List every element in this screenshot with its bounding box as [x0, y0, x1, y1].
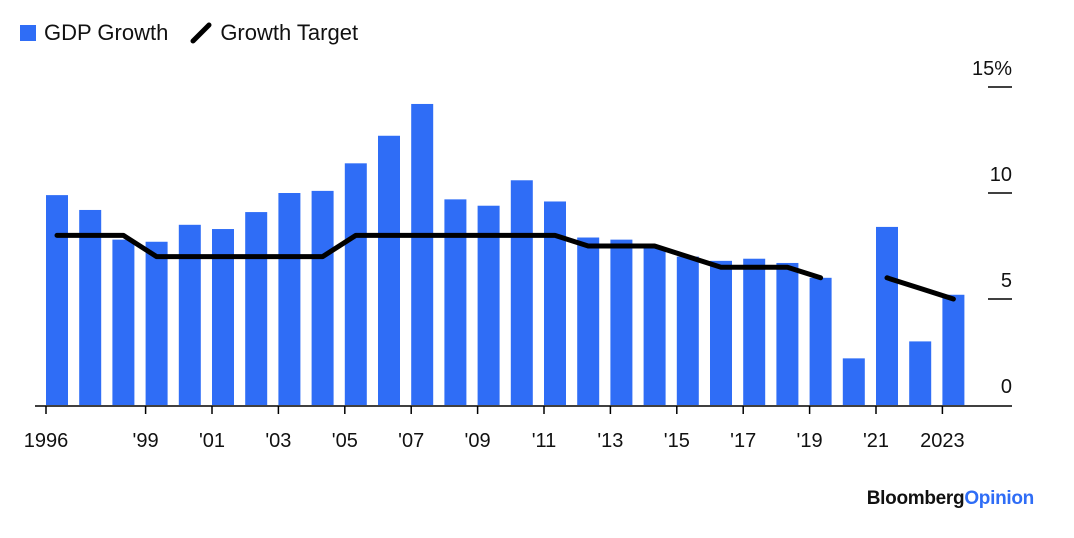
gdp-growth-bar [809, 277, 832, 405]
gdp-growth-bar [942, 294, 965, 405]
x-tick-label: '09 [465, 430, 491, 452]
brand-part-1: Bloomberg [866, 488, 965, 509]
gdp-growth-bar [444, 199, 467, 405]
growth-target-line [884, 275, 956, 302]
x-tick-label: '07 [398, 430, 424, 452]
legend-bar-swatch [20, 25, 36, 41]
y-tick-label: 15% [972, 58, 1012, 80]
growth-target-line [54, 232, 824, 281]
gdp-growth-bar [577, 237, 600, 405]
y-tick-label: 0 [1001, 376, 1012, 398]
x-tick-label: 1996 [24, 430, 69, 452]
y-tick-label: 5 [1001, 270, 1012, 292]
legend-label-gdp-growth: GDP Growth [44, 20, 169, 45]
gdp-growth-bar [743, 258, 766, 405]
x-tick-label: '19 [797, 430, 823, 452]
x-tick-label: '03 [265, 430, 291, 452]
gdp-growth-bar [311, 190, 334, 405]
legend-item-growth-target[interactable]: Growth Target [190, 20, 358, 46]
brand-part-2: Opinion [964, 488, 1034, 509]
gdp-growth-bar [178, 224, 201, 405]
legend-label-growth-target: Growth Target [220, 20, 359, 45]
chart-legend: GDP Growth Growth Target [20, 18, 380, 48]
gdp-growth-bar [46, 195, 68, 405]
gdp-growth-bar [544, 201, 566, 405]
x-tick-label: '21 [863, 430, 889, 452]
gdp-growth-bar [676, 256, 699, 405]
bloomberg-opinion-logo: BloombergOpinion [866, 488, 1035, 510]
gdp-growth-bar [776, 262, 799, 405]
gdp-growth-bar [477, 205, 500, 405]
x-tick-label: '11 [532, 430, 557, 452]
gdp-growth-bar [245, 212, 268, 405]
x-tick-label: '99 [133, 430, 159, 452]
x-tick-label: '01 [199, 430, 225, 452]
legend-line-swatch [190, 22, 212, 44]
gdp-growth-bar [610, 239, 633, 405]
gdp-growth-bar [378, 135, 400, 405]
gdp-growth-bar [145, 241, 168, 405]
gdp-growth-bar [510, 180, 533, 405]
x-tick-label: 2023 [920, 430, 965, 452]
gdp-growth-bar [212, 229, 234, 405]
legend-item-gdp-growth[interactable]: GDP Growth [20, 20, 168, 46]
gdp-growth-bar [909, 341, 932, 405]
x-tick-label: '17 [730, 430, 756, 452]
y-tick-label: 10 [990, 164, 1012, 186]
gdp-growth-bar [79, 209, 102, 405]
x-tick-label: '13 [597, 430, 623, 452]
gdp-growth-bar [710, 260, 732, 405]
x-tick-label: '05 [332, 430, 358, 452]
gdp-growth-bar [876, 226, 898, 405]
gdp-growth-bar [411, 103, 434, 406]
gdp-growth-bar [344, 163, 367, 405]
x-tick-label: '15 [664, 430, 690, 452]
gdp-growth-bar [643, 248, 666, 405]
gdp-growth-bar [112, 239, 135, 405]
gdp-growth-bar [842, 358, 865, 405]
gdp-growth-bar [278, 193, 301, 405]
